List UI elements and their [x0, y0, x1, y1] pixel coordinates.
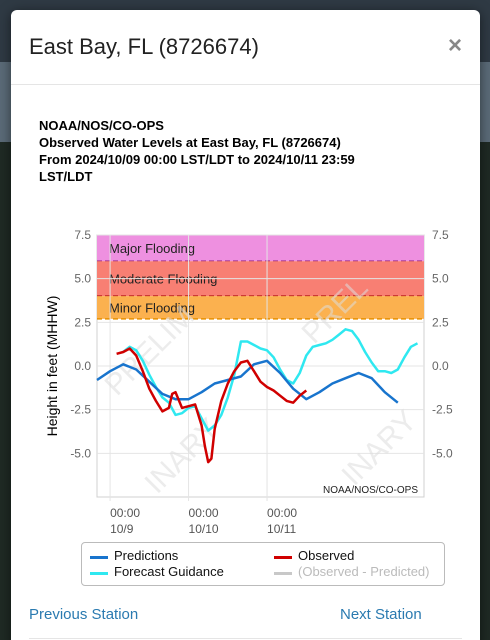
y-tick-label-left: 5.0 — [74, 272, 91, 286]
y-tick-label-left: -5.0 — [70, 446, 91, 460]
chart-header: NOAA/NOS/CO-OPS Observed Water Levels at… — [39, 117, 419, 185]
legend-observed[interactable]: Observed — [298, 548, 355, 563]
station-modal: East Bay, FL (8726674) × NOAA/NOS/CO-OPS… — [11, 10, 480, 640]
water-level-chart: Major Flooding Moderate Flooding Minor Flo… — [11, 215, 480, 540]
y-tick-label-left: 2.5 — [74, 315, 91, 329]
legend-predictions[interactable]: Predictions — [114, 548, 179, 563]
y-tick-label-left: -2.5 — [70, 403, 91, 417]
previous-station-link[interactable]: Previous Station — [29, 606, 139, 623]
modal-title: East Bay, FL (8726674) — [29, 34, 259, 59]
y-tick-label-right: 7.5 — [432, 228, 449, 242]
chart-header-range-cont: LST/LDT — [39, 169, 93, 184]
series-line-forecast-guidance — [122, 328, 419, 432]
flood-band-label: Minor Flooding — [109, 300, 195, 315]
x-tick-time: 00:00 — [267, 506, 297, 520]
flood-band-2 — [97, 296, 424, 319]
x-tick-time: 00:00 — [189, 506, 219, 520]
legend-residual[interactable]: (Observed - Predicted) — [298, 564, 430, 579]
legend-observed-swatch — [274, 556, 292, 559]
chart-header-agency: NOAA/NOS/CO-OPS — [39, 118, 164, 133]
x-tick-date: 10/9 — [110, 522, 134, 535]
y-tick-label-right: -5.0 — [432, 446, 453, 460]
y-tick-label-right: 2.5 — [432, 315, 449, 329]
legend-predictions-swatch — [90, 556, 108, 559]
flood-band-0 — [97, 235, 424, 262]
chart-header-title: Observed Water Levels at East Bay, FL (8… — [39, 135, 341, 150]
chart-header-range: From 2024/10/09 00:00 LST/LDT to 2024/10… — [39, 152, 355, 167]
x-tick-time: 00:00 — [110, 506, 140, 520]
y-tick-label-right: 5.0 — [432, 272, 449, 286]
close-icon[interactable]: × — [447, 32, 462, 59]
legend-forecast[interactable]: Forecast Guidance — [114, 564, 224, 579]
modal-footer-divider — [29, 638, 462, 639]
y-tick-label-right: 0.0 — [432, 359, 449, 373]
flood-band-label: Major Flooding — [109, 241, 195, 256]
modal-header: East Bay, FL (8726674) × — [11, 10, 480, 85]
legend-forecast-swatch — [90, 572, 108, 575]
y-axis-label: Height in feet (MHHW) — [44, 296, 60, 437]
x-tick-date: 10/11 — [267, 522, 296, 535]
x-tick-date: 10/10 — [189, 522, 219, 535]
y-tick-label-left: 7.5 — [74, 228, 91, 242]
next-station-link[interactable]: Next Station — [340, 606, 422, 623]
legend-residual-swatch — [274, 572, 292, 575]
chart-legend: Predictions Observed Forecast Guidance (… — [81, 542, 445, 586]
y-tick-label-right: -2.5 — [432, 403, 453, 417]
chart-credit: NOAA/NOS/CO-OPS — [323, 485, 418, 496]
y-tick-label-left: 0.0 — [74, 359, 91, 373]
series-line-observed — [116, 347, 308, 464]
